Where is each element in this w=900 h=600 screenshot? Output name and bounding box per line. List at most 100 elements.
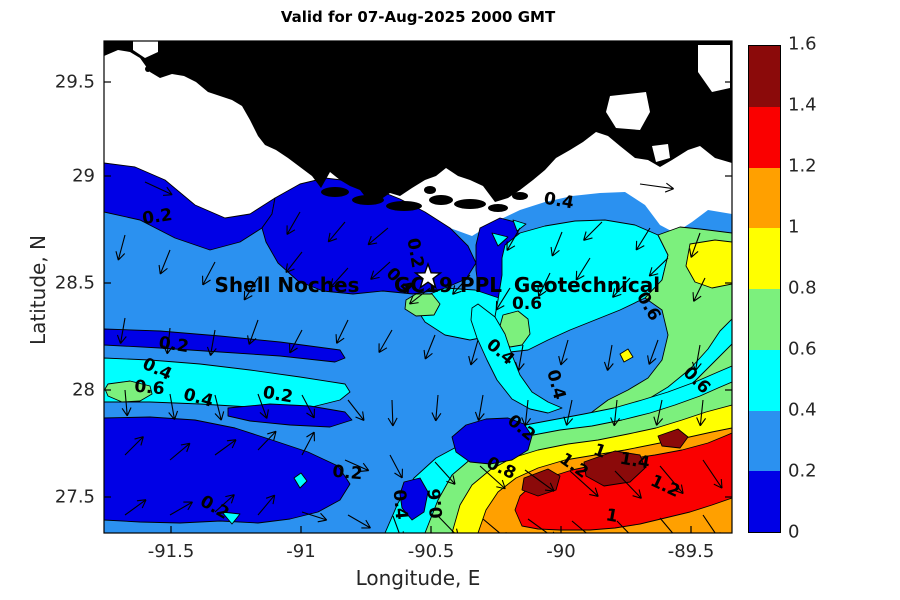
current-arrow — [301, 394, 315, 419]
island — [352, 195, 384, 205]
current-arrow — [702, 459, 723, 489]
current-arrow — [214, 494, 235, 513]
current-arrow — [124, 436, 144, 456]
current-arrow — [692, 277, 706, 302]
plot-title: Valid for 07-Aug-2025 2000 GMT — [280, 8, 556, 26]
island — [488, 204, 508, 212]
contour-region-patch-green-center-1 — [404, 293, 441, 317]
contour-region-blob-dark-small — [399, 477, 429, 521]
current-arrow — [214, 439, 237, 456]
axes-box — [103, 40, 733, 534]
current-arrow — [452, 274, 471, 295]
current-arrow — [214, 394, 225, 421]
current-arrow — [612, 277, 631, 298]
current-arrow — [614, 470, 642, 499]
current-arrow — [301, 431, 315, 456]
colorbar-band — [749, 106, 780, 168]
contour-region-notch-cyan-sw — [221, 511, 241, 525]
colorbar-tick: 1.6 — [788, 33, 817, 55]
contour-region-patch-green-left — [104, 380, 153, 403]
x-tick: -91.5 — [147, 541, 195, 562]
island — [145, 66, 151, 72]
colorbar — [748, 45, 781, 533]
current-arrow — [344, 459, 370, 472]
contour-label: 1 — [604, 505, 619, 527]
current-arrow — [659, 465, 684, 495]
current-arrow — [257, 430, 277, 451]
current-arrow — [387, 399, 398, 427]
current-arrow — [347, 399, 365, 421]
colorbar-band — [749, 471, 780, 532]
y-tick: 28 — [72, 379, 95, 401]
x-tick: -90.5 — [407, 541, 455, 562]
colorbar-band — [749, 349, 780, 411]
contour-label: 0.4 — [389, 489, 412, 521]
current-arrow — [527, 518, 558, 533]
current-arrow — [659, 517, 683, 533]
current-arrow — [506, 227, 521, 251]
land-inlet — [698, 45, 730, 92]
contour-region-band-cyan-diag — [470, 303, 563, 414]
current-arrow — [286, 211, 301, 235]
current-arrow — [367, 227, 389, 246]
current-arrow — [247, 319, 259, 345]
colorbar-tick: 0.4 — [788, 399, 817, 421]
current-arrow — [691, 344, 702, 371]
current-arrow — [124, 499, 147, 516]
current-arrow — [524, 469, 555, 492]
contour-region-dot-cyan-2 — [491, 232, 509, 247]
colorbar-tick: 1.2 — [788, 155, 817, 177]
contour-label: 0.2 — [157, 333, 190, 357]
current-arrow — [163, 327, 174, 355]
current-arrow — [647, 339, 659, 365]
current-arrow — [431, 394, 442, 422]
island — [259, 94, 265, 100]
land-polygon — [104, 41, 732, 203]
colorbar-tick: 0.6 — [788, 338, 817, 360]
site-label-2: Geotechnical — [514, 273, 660, 297]
site-label-1: GC19 PPL — [394, 273, 502, 297]
island — [424, 186, 436, 194]
island — [187, 72, 193, 78]
current-arrow — [648, 257, 669, 277]
x-tick: -89.5 — [667, 541, 715, 562]
colorbar-tick: 1 — [788, 216, 800, 238]
current-arrow — [550, 231, 563, 257]
current-arrow — [702, 514, 722, 533]
current-arrow — [569, 470, 599, 497]
contour-label: 0.6 — [425, 488, 448, 520]
colorbar-band — [749, 289, 780, 350]
current-arrow — [202, 261, 216, 286]
current-arrow — [115, 234, 126, 261]
contour-region-tongue-dark-2 — [227, 403, 353, 428]
current-arrow — [389, 454, 403, 479]
contour-label: 0.6 — [134, 377, 166, 400]
current-arrow — [474, 394, 485, 421]
contour-label: 0.2 — [332, 462, 364, 485]
current-arrow — [563, 399, 574, 426]
current-arrow — [616, 520, 643, 533]
contour-region-core-darkred-3 — [657, 428, 689, 449]
current-arrow — [514, 344, 525, 371]
current-arrow — [301, 511, 328, 523]
current-arrow — [289, 329, 303, 354]
current-arrow — [169, 442, 191, 461]
current-arrow — [575, 257, 591, 281]
current-arrow — [696, 399, 707, 427]
current-arrow — [347, 514, 371, 529]
colorbar-tick: 0.2 — [788, 460, 817, 482]
current-arrow — [689, 232, 701, 258]
colorbar-tick: 0 — [788, 521, 800, 543]
contour-region-eddy-dark-center — [451, 417, 533, 465]
x-tick: -90 — [546, 541, 576, 562]
land-inlet — [606, 92, 650, 130]
land-inlet — [652, 144, 670, 162]
contour-region-core-darkred-2 — [583, 450, 646, 487]
colorbar-band — [749, 167, 780, 229]
current-arrow — [335, 319, 349, 344]
current-arrow — [168, 393, 179, 420]
gc19-star-icon — [413, 261, 443, 290]
current-arrow — [330, 267, 349, 288]
